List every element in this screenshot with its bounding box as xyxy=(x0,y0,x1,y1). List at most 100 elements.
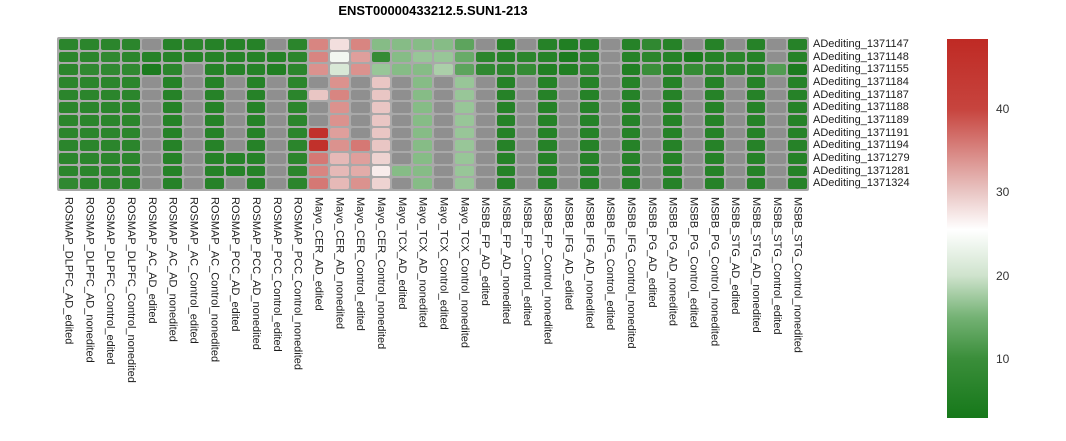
heatmap-cell xyxy=(684,64,703,75)
heatmap-cell xyxy=(496,140,516,151)
column-label: MSBB_IFG_Control_nonedited xyxy=(624,197,637,349)
heatmap-cell xyxy=(538,39,557,50)
column-label: ROSMAP_DLPFC_Control_edited xyxy=(104,197,117,365)
heatmap-cell xyxy=(309,165,328,177)
heatmap-cell xyxy=(704,77,724,88)
heatmap-cell xyxy=(454,51,474,63)
heatmap-cell xyxy=(246,64,266,75)
heatmap-cell xyxy=(309,77,328,88)
column-label: ROSMAP_PCC_Control_nonedited xyxy=(291,197,304,371)
heatmap-cell xyxy=(559,115,578,126)
heatmap-cell xyxy=(121,178,141,189)
heatmap-cell xyxy=(517,115,537,126)
heatmap-cell xyxy=(79,39,99,50)
heatmap-cell xyxy=(309,178,328,189)
heatmap-cell xyxy=(121,127,141,139)
heatmap-cell xyxy=(579,77,599,88)
heatmap-cell xyxy=(663,39,682,50)
heatmap-cell xyxy=(621,64,641,75)
colorbar xyxy=(947,39,988,418)
heatmap-cell xyxy=(267,89,287,101)
row-label: ADediting_1371148 xyxy=(813,50,909,63)
heatmap-cell xyxy=(538,89,557,101)
heatmap-cell xyxy=(704,64,724,75)
heatmap-cell xyxy=(184,127,203,139)
heatmap-cell xyxy=(350,178,370,189)
heatmap-cell xyxy=(79,51,99,63)
heatmap-cell xyxy=(559,153,578,164)
heatmap-cell xyxy=(454,39,474,50)
heatmap-cell xyxy=(621,77,641,88)
heatmap-cell xyxy=(371,39,391,50)
heatmap-cell xyxy=(79,64,99,75)
heatmap-cell xyxy=(746,51,766,63)
heatmap-cell xyxy=(267,64,287,75)
colorbar-tick-label: 30 xyxy=(996,185,1010,200)
column-label: MSBB_FP_Control_nonedited xyxy=(541,197,554,345)
heatmap-cell xyxy=(642,140,662,151)
heatmap-cell xyxy=(559,140,578,151)
heatmap-cell xyxy=(663,51,682,63)
column-label: MSBB_STG_AD_nonedited xyxy=(749,197,762,333)
row-label: ADediting_1371281 xyxy=(813,164,910,177)
heatmap-cell xyxy=(704,165,724,177)
column-label: ROSMAP_PCC_Control_edited xyxy=(270,197,283,352)
heatmap-cell xyxy=(288,102,307,113)
heatmap-cell xyxy=(621,165,641,177)
heatmap-cell xyxy=(100,178,120,189)
heatmap-cell xyxy=(225,51,245,63)
heatmap-cell xyxy=(788,77,807,88)
heatmap-cell xyxy=(767,102,787,113)
heatmap-cell xyxy=(59,153,78,164)
heatmap-cell xyxy=(788,165,807,177)
heatmap-grid xyxy=(57,37,809,191)
column-label: MSBB_PG_Control_nonedited xyxy=(708,197,721,347)
heatmap-cell xyxy=(142,64,162,75)
heatmap-cell xyxy=(517,140,537,151)
heatmap-cell xyxy=(746,115,766,126)
heatmap-cell xyxy=(454,89,474,101)
heatmap-cell xyxy=(496,39,516,50)
heatmap-cell xyxy=(309,102,328,113)
column-label: MSBB_PG_AD_edited xyxy=(645,197,658,308)
heatmap-cell xyxy=(579,153,599,164)
row-label: ADediting_1371184 xyxy=(813,75,909,88)
heatmap-cell xyxy=(559,51,578,63)
heatmap-cell xyxy=(600,178,620,189)
heatmap-cell xyxy=(121,140,141,151)
heatmap-cell xyxy=(288,51,307,63)
heatmap-cell xyxy=(121,115,141,126)
heatmap-cell xyxy=(267,178,287,189)
column-label: MSBB_PG_AD_nonedited xyxy=(666,197,679,327)
heatmap-cell xyxy=(413,165,432,177)
heatmap-cell xyxy=(121,153,141,164)
heatmap-cell xyxy=(121,64,141,75)
heatmap-cell xyxy=(267,165,287,177)
heatmap-cell xyxy=(267,127,287,139)
heatmap-cell xyxy=(79,127,99,139)
column-label: ROSMAP_DLPFC_AD_nonedited xyxy=(83,197,96,363)
heatmap-cell xyxy=(600,89,620,101)
heatmap-cell xyxy=(621,51,641,63)
heatmap-cell xyxy=(496,51,516,63)
heatmap-cell xyxy=(434,102,453,113)
heatmap-cell xyxy=(496,64,516,75)
heatmap-cell xyxy=(350,51,370,63)
heatmap-cell xyxy=(246,178,266,189)
heatmap-cell xyxy=(517,102,537,113)
column-label: Mayo_CER_Control_nonedited xyxy=(374,197,387,350)
heatmap-cell xyxy=(579,165,599,177)
heatmap-cell xyxy=(517,127,537,139)
heatmap-cell xyxy=(79,153,99,164)
heatmap-cell xyxy=(621,140,641,151)
heatmap-cell xyxy=(142,89,162,101)
heatmap-cell xyxy=(642,89,662,101)
heatmap-cell xyxy=(350,77,370,88)
heatmap-cell xyxy=(454,115,474,126)
heatmap-cell xyxy=(79,89,99,101)
heatmap-cell xyxy=(100,51,120,63)
heatmap-cell xyxy=(475,127,495,139)
heatmap-cell xyxy=(538,165,557,177)
heatmap-cell xyxy=(642,153,662,164)
heatmap-cell xyxy=(496,77,516,88)
